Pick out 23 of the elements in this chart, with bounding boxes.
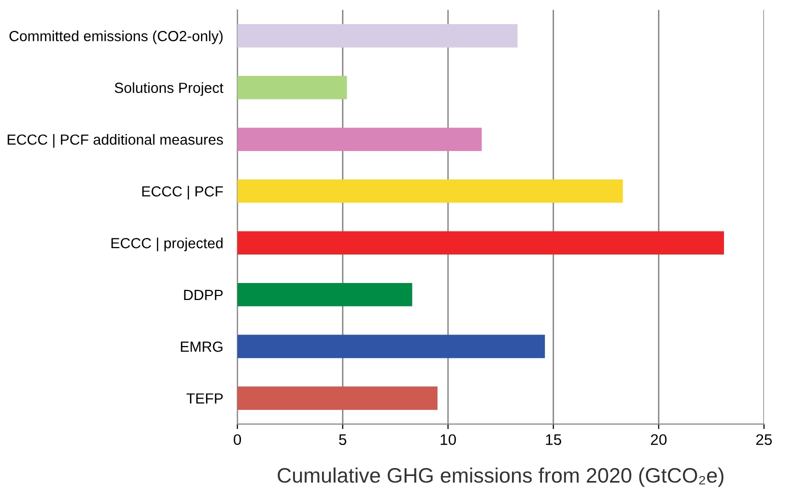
x-tick-label: 10 (440, 434, 456, 446)
bar (237, 283, 412, 306)
x-axis-title: Cumulative GHG emissions from 2020 (GtCO₂e) (278, 467, 724, 487)
bar (237, 179, 623, 203)
y-tick-label: ECCC | projected (111, 238, 223, 252)
bar (237, 128, 482, 151)
y-tick-label: ECCC | PCF additional measures (8, 134, 223, 148)
y-tick-label: Committed emissions (CO2-only) (9, 30, 223, 44)
y-tick-label: ECCC | PCF (142, 186, 223, 200)
x-tick-label: 15 (546, 434, 562, 446)
x-tick-label: 20 (650, 434, 667, 446)
x-tick-label: 0 (234, 434, 242, 446)
y-tick-label: TEFP (186, 393, 223, 404)
x-tick-label: 5 (339, 434, 346, 446)
y-tick-label: DDPP (184, 290, 223, 300)
bar (237, 76, 347, 100)
bar (237, 334, 545, 358)
bar (237, 231, 724, 255)
x-tick-label: 25 (756, 434, 772, 446)
bar (237, 24, 518, 48)
y-tick-label: Solutions Project (114, 82, 224, 96)
bar (237, 386, 438, 410)
y-tick-label: EMRG (180, 342, 222, 352)
